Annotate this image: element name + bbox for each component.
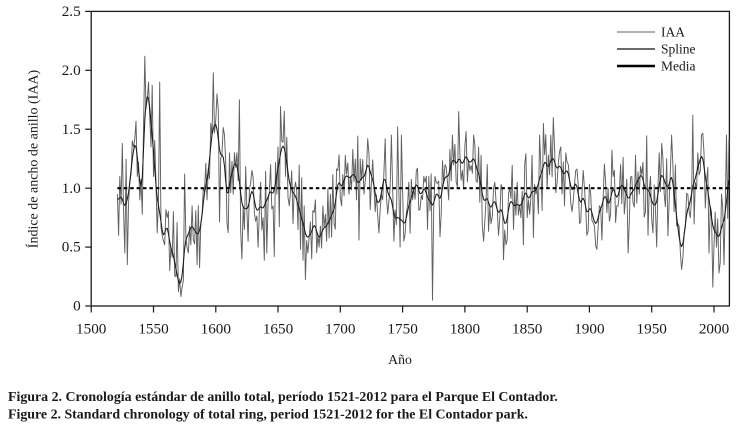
svg-text:1800: 1800: [450, 320, 481, 337]
svg-text:0.5: 0.5: [62, 239, 81, 256]
svg-text:2.5: 2.5: [62, 3, 81, 20]
svg-text:2000: 2000: [699, 320, 730, 337]
svg-text:1850: 1850: [512, 320, 543, 337]
svg-text:0: 0: [73, 298, 81, 315]
svg-text:Figure 2. Standard chronology: Figure 2. Standard chronology of total r…: [8, 408, 528, 423]
svg-text:1700: 1700: [325, 320, 356, 337]
svg-text:1900: 1900: [574, 320, 605, 337]
svg-text:IAA: IAA: [661, 24, 685, 39]
svg-text:Figura 2. Cronología estándar: Figura 2. Cronología estándar de anillo …: [8, 390, 558, 405]
svg-text:1600: 1600: [201, 320, 232, 337]
svg-text:1650: 1650: [263, 320, 294, 337]
svg-text:Índice de ancho de anillo (IAA: Índice de ancho de anillo (IAA): [25, 69, 42, 248]
svg-text:1.5: 1.5: [62, 121, 81, 138]
svg-text:1950: 1950: [637, 320, 668, 337]
svg-text:Spline: Spline: [661, 42, 696, 57]
svg-text:1550: 1550: [138, 320, 169, 337]
svg-text:Año: Año: [388, 352, 412, 367]
svg-text:1500: 1500: [76, 320, 107, 337]
svg-text:2.0: 2.0: [62, 62, 81, 79]
svg-text:Media: Media: [661, 58, 696, 73]
svg-text:1.0: 1.0: [62, 180, 81, 197]
svg-text:1750: 1750: [387, 320, 418, 337]
